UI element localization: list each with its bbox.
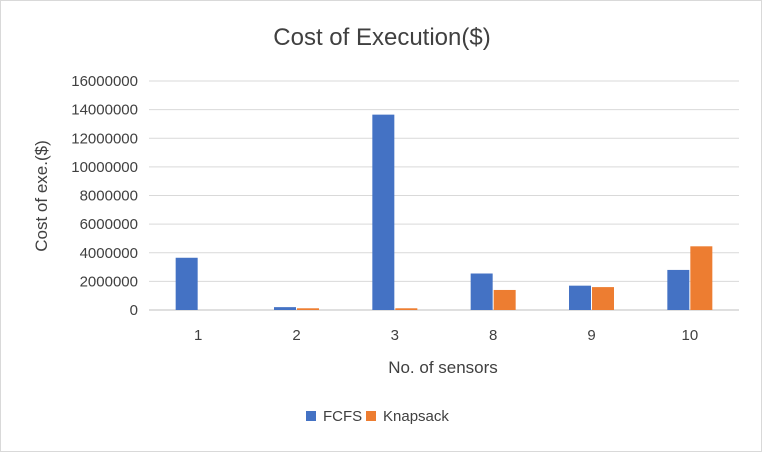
x-tick-label: 2 bbox=[292, 327, 300, 344]
bar-knapsack-8 bbox=[493, 289, 516, 310]
x-tick-label: 10 bbox=[681, 327, 698, 344]
x-axis-ticks: 1 2 3 8 9 10 bbox=[194, 327, 698, 344]
bar-fcfs-2 bbox=[274, 307, 296, 310]
y-tick-label: 14000000 bbox=[71, 102, 138, 119]
bar-knapsack-3 bbox=[395, 308, 418, 310]
legend-label-fcfs: FCFS bbox=[323, 408, 362, 425]
gridlines bbox=[149, 80, 739, 311]
bars bbox=[175, 114, 713, 311]
bar-knapsack-2 bbox=[297, 308, 319, 310]
y-tick-label: 16000000 bbox=[71, 73, 138, 90]
y-axis-ticks: 0 2000000 4000000 6000000 8000000 10000000 120… bbox=[71, 73, 138, 319]
x-tick-label: 9 bbox=[587, 327, 595, 344]
bar-fcfs-3 bbox=[372, 114, 395, 311]
y-tick-label: 8000000 bbox=[80, 188, 138, 205]
y-tick-label: 2000000 bbox=[80, 273, 138, 290]
x-tick-label: 3 bbox=[391, 327, 399, 344]
x-tick-label: 1 bbox=[194, 327, 202, 344]
y-tick-label: 6000000 bbox=[80, 216, 138, 233]
x-tick-label: 8 bbox=[489, 327, 497, 344]
bar-fcfs-10 bbox=[667, 269, 690, 310]
y-axis-title: Cost of exe.($) bbox=[32, 140, 51, 252]
y-tick-label: 10000000 bbox=[71, 159, 138, 176]
y-tick-label: 0 bbox=[130, 302, 138, 319]
bar-fcfs-1 bbox=[175, 257, 198, 310]
legend-swatch-knapsack bbox=[366, 411, 376, 421]
legend-label-knapsack: Knapsack bbox=[383, 408, 449, 425]
bar-fcfs-9 bbox=[569, 285, 591, 310]
bar-knapsack-9 bbox=[592, 287, 614, 310]
bar-fcfs-8 bbox=[470, 273, 493, 310]
legend-swatch-fcfs bbox=[306, 411, 316, 421]
y-tick-label: 4000000 bbox=[80, 245, 138, 262]
legend: FCFS Knapsack bbox=[306, 408, 449, 425]
x-axis-title: No. of sensors bbox=[388, 358, 498, 377]
bar-knapsack-10 bbox=[690, 246, 713, 310]
chart-title: Cost of Execution($) bbox=[273, 24, 490, 51]
y-tick-label: 12000000 bbox=[71, 130, 138, 147]
